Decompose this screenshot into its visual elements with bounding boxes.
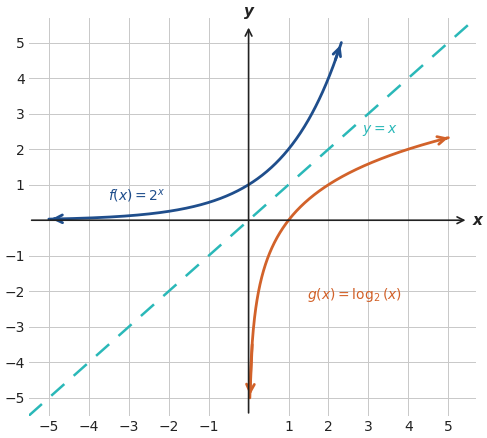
Text: $f(x) = 2^x$: $f(x) = 2^x$ [108, 187, 166, 204]
Text: y: y [244, 4, 254, 19]
Text: $y = x$: $y = x$ [362, 124, 398, 138]
Text: $g(x) = \log_2(x)$: $g(x) = \log_2(x)$ [306, 286, 401, 304]
Text: x: x [472, 213, 482, 228]
